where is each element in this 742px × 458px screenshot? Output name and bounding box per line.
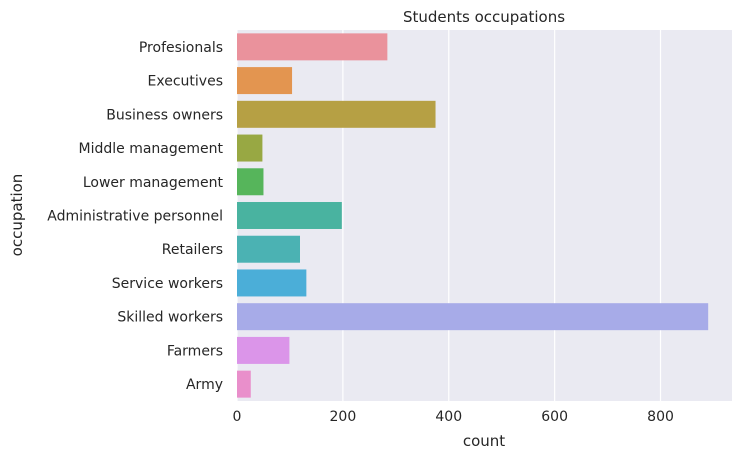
bar	[237, 303, 709, 331]
y-tick-label: Middle management	[79, 141, 224, 157]
y-tick-label: Skilled workers	[117, 310, 223, 326]
bar	[237, 370, 251, 398]
y-tick-label: Administrative personnel	[47, 209, 223, 225]
y-tick-label: Retailers	[162, 242, 223, 258]
y-tick-label: Army	[186, 377, 223, 393]
bar	[237, 269, 307, 297]
x-axis-label: count	[463, 432, 505, 450]
bar	[237, 336, 290, 364]
y-tick-label: Lower management	[83, 175, 224, 191]
bar	[237, 202, 342, 229]
x-tick-labels: 0 200 400 600 800	[233, 409, 674, 425]
bar	[237, 235, 300, 263]
y-tick-label: Service workers	[112, 276, 223, 292]
x-tick-label: 600	[541, 409, 568, 425]
bar	[237, 100, 436, 128]
x-tick-label: 800	[647, 409, 674, 425]
y-tick-label: Executives	[148, 74, 223, 90]
x-tick-label: 0	[233, 409, 242, 425]
bar	[237, 134, 263, 162]
x-tick-label: 200	[330, 409, 357, 425]
bars	[237, 33, 709, 398]
bar	[237, 33, 388, 61]
y-tick-labels: Profesionals Executives Business owners Mid…	[47, 40, 223, 393]
y-tick-label: Farmers	[167, 343, 223, 359]
bar	[237, 168, 264, 196]
x-tick-label: 400	[435, 409, 462, 425]
y-tick-label: Business owners	[106, 107, 223, 123]
y-axis-label: occupation	[8, 174, 26, 257]
chart-title: Students occupations	[403, 8, 565, 26]
y-tick-label: Profesionals	[139, 40, 223, 56]
bar	[237, 67, 293, 95]
